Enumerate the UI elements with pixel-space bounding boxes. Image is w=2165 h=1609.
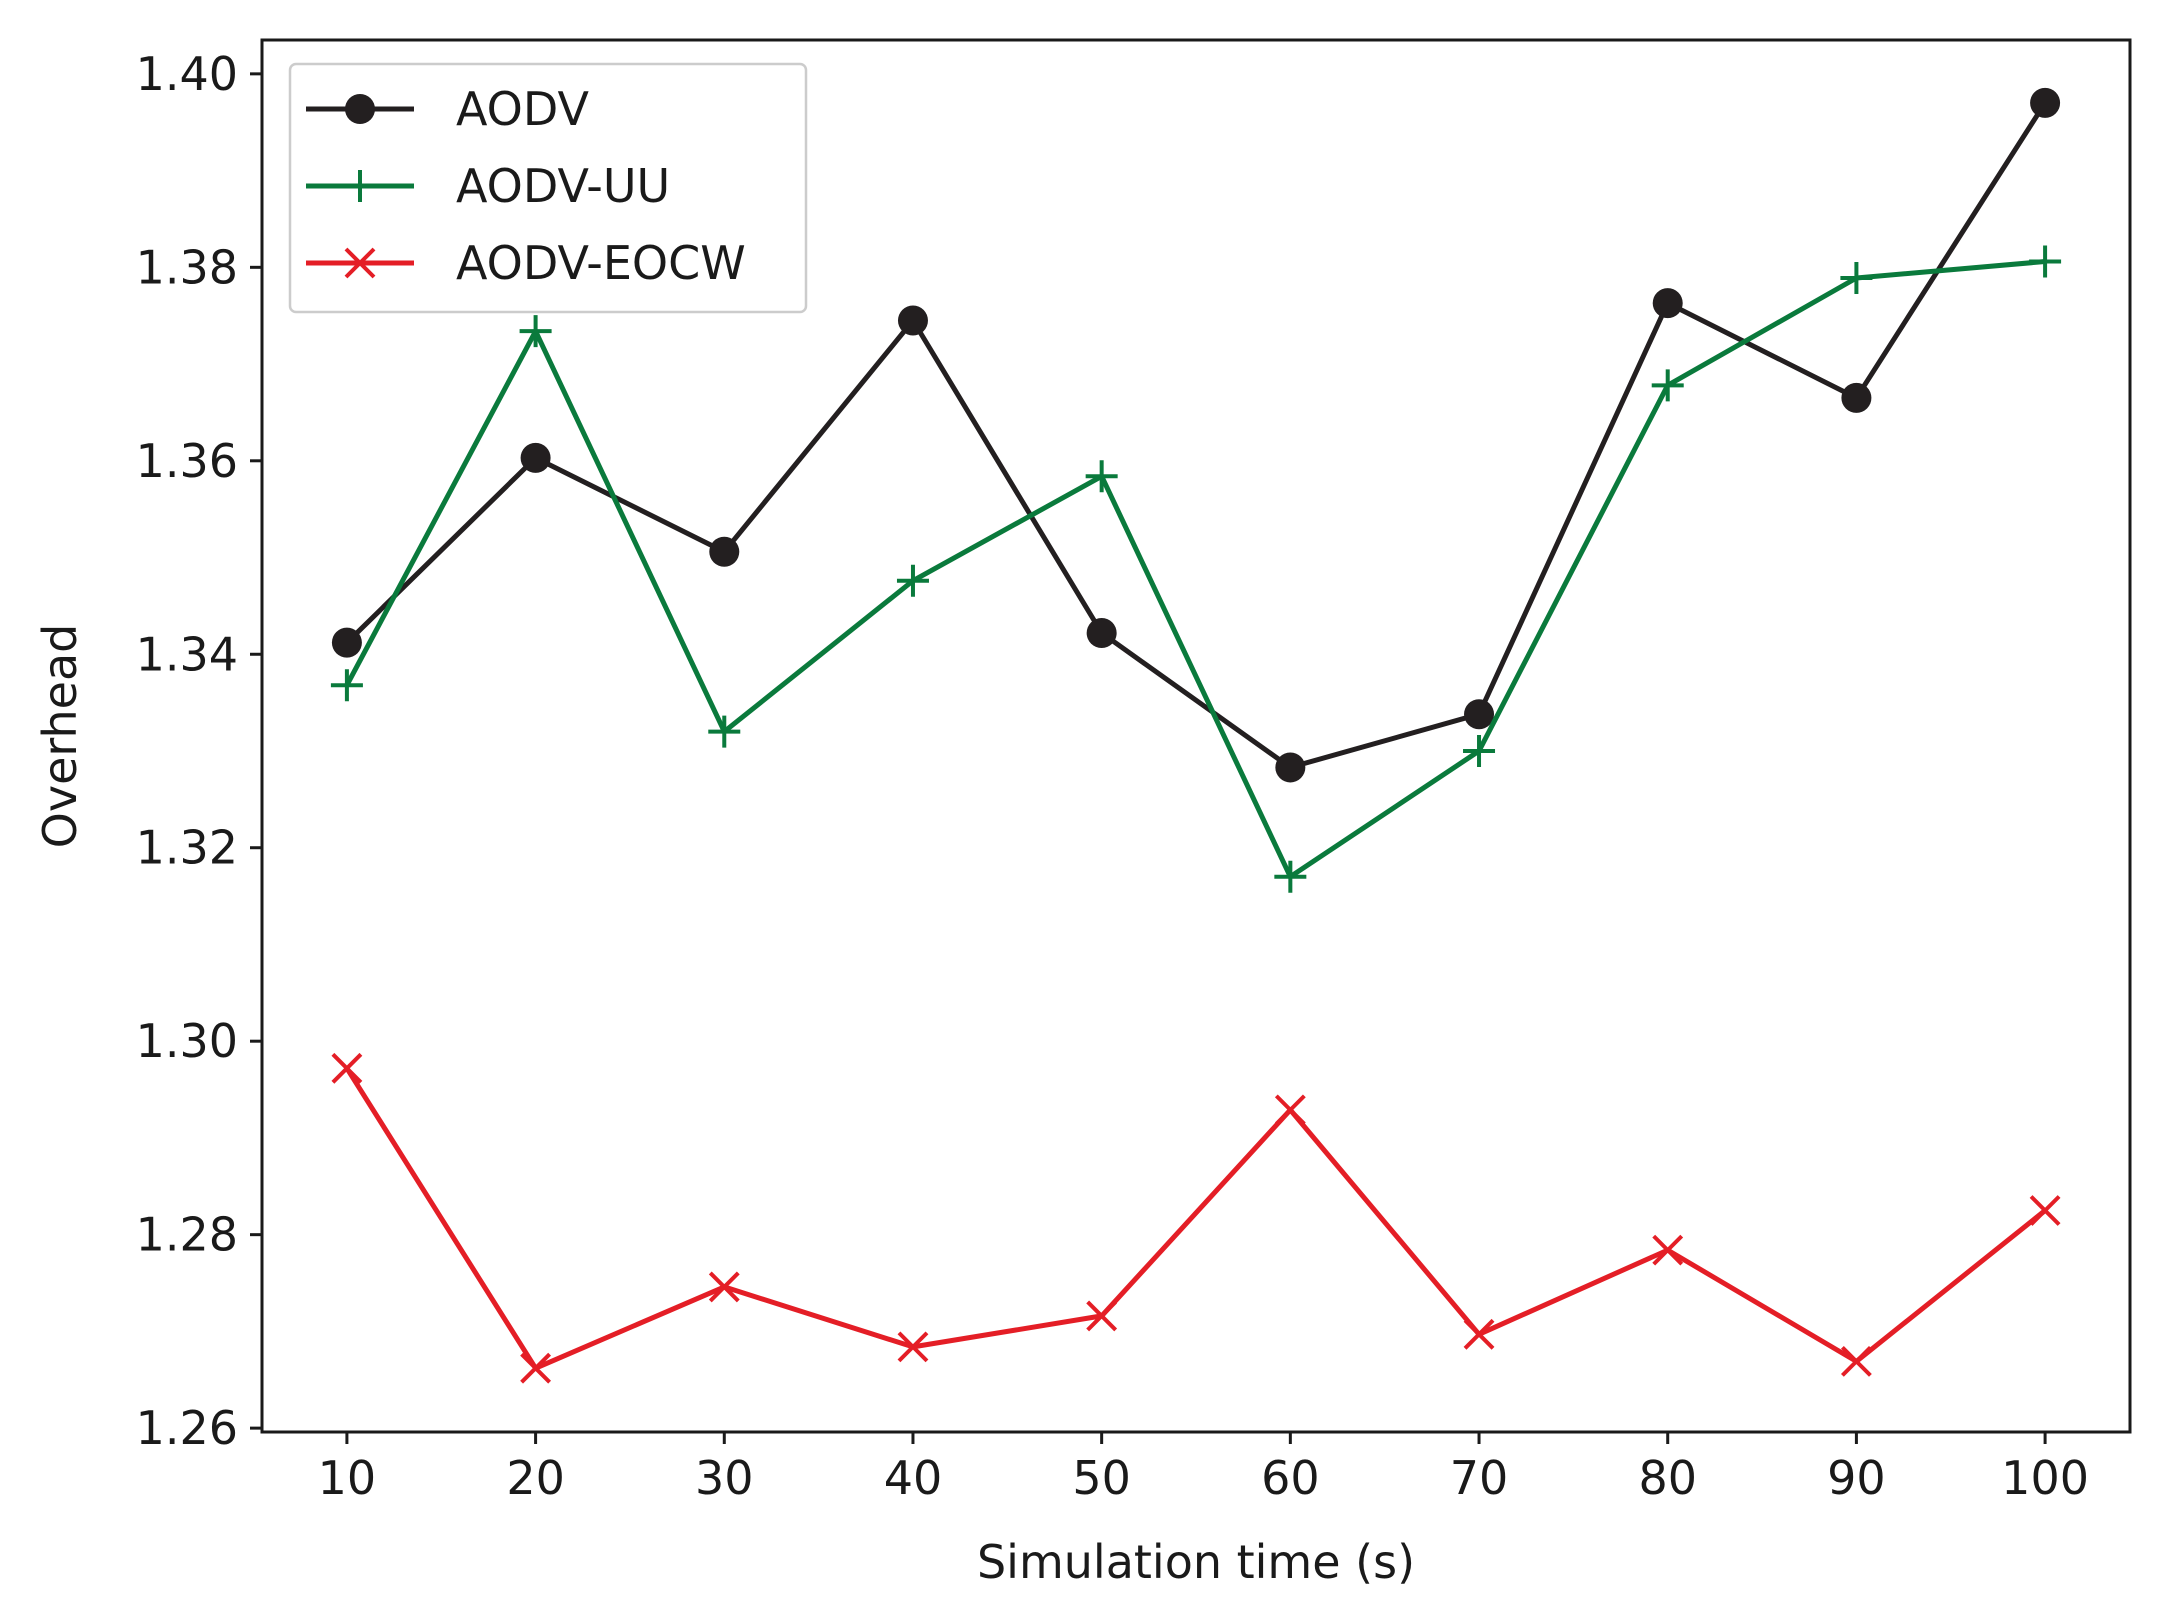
- x-tick-label: 50: [1072, 1451, 1131, 1505]
- y-tick-label: 1.26: [136, 1401, 238, 1455]
- data-point-aodv-eocw: [1840, 1345, 1872, 1377]
- data-point-aodv-uu: [330, 669, 363, 702]
- data-point-aodv-uu: [1085, 460, 1118, 493]
- legend: AODV AODV-UU AODV-EOCW: [288, 62, 808, 314]
- series-line-aodv: [345, 101, 2048, 770]
- data-point-aodv-uu: [519, 315, 552, 348]
- legend-label: AODV-EOCW: [456, 236, 746, 290]
- series-aodv: [331, 87, 2061, 783]
- x-tick-label: 100: [2001, 1451, 2089, 1505]
- series-aodv-eocw: [331, 1052, 2061, 1384]
- data-point-aodv-uu: [1840, 261, 1873, 294]
- x-tick-label: 70: [1450, 1451, 1509, 1505]
- y-tick-label: 1.36: [136, 434, 238, 488]
- series-line-aodv-uu: [344, 259, 2046, 880]
- data-point-aodv-eocw: [1086, 1300, 1118, 1332]
- data-point-aodv: [897, 305, 928, 336]
- data-point-aodv: [1086, 617, 1117, 648]
- data-point-aodv: [1464, 699, 1495, 730]
- data-point-aodv-uu: [2029, 245, 2062, 278]
- y-tick-label: 1.40: [136, 47, 238, 101]
- legend-entries: AODV AODV-UU AODV-EOCW: [306, 82, 746, 290]
- series-layer: [330, 87, 2062, 1384]
- data-point-aodv-eocw: [897, 1331, 929, 1363]
- data-point-aodv-eocw: [708, 1271, 740, 1303]
- legend-item-aodv-eocw: AODV-EOCW: [306, 236, 746, 290]
- x-tick-label: 40: [884, 1451, 943, 1505]
- legend-item-aodv-uu: AODV-UU: [306, 159, 670, 213]
- series-line-aodv-eocw: [344, 1066, 2047, 1371]
- series-aodv-uu: [330, 245, 2062, 893]
- legend-item-aodv: AODV: [306, 82, 589, 136]
- legend-marker: [344, 247, 376, 279]
- y-tick-label: 1.38: [136, 240, 238, 294]
- legend-marker: [345, 94, 375, 124]
- legend-marker: [344, 170, 376, 202]
- x-tick-label: 10: [318, 1451, 377, 1505]
- data-point-aodv-eocw: [520, 1352, 552, 1384]
- x-axis-ticks: 10 20 30 40 50 60 70 80 90 100: [318, 1432, 2089, 1505]
- y-tick-label: 1.30: [136, 1014, 238, 1068]
- data-point-aodv: [1652, 288, 1683, 319]
- data-point-aodv: [520, 442, 551, 473]
- x-tick-label: 60: [1261, 1451, 1320, 1505]
- data-point-aodv: [331, 627, 362, 658]
- plot-area-frame: [260, 38, 2132, 1434]
- data-point-aodv-uu: [1463, 734, 1496, 767]
- data-point-aodv-uu: [1651, 369, 1684, 402]
- x-tick-label: 30: [695, 1451, 754, 1505]
- y-tick-label: 1.34: [136, 627, 238, 681]
- data-point-aodv-eocw: [2029, 1195, 2061, 1226]
- data-point-aodv-uu: [708, 715, 741, 748]
- y-axis-ticks: 1.26 1.28 1.30 1.32 1.34 1.36 1.38 1.40: [136, 47, 262, 1455]
- x-tick-label: 20: [506, 1451, 565, 1505]
- x-axis-label: Simulation time (s): [977, 1535, 1415, 1589]
- legend-box: [288, 62, 808, 314]
- y-tick-label: 1.28: [136, 1208, 238, 1262]
- legend-label: AODV: [456, 82, 589, 136]
- data-point-aodv: [1275, 752, 1306, 783]
- data-point-aodv: [2030, 87, 2061, 118]
- data-point-aodv-eocw: [331, 1052, 363, 1084]
- data-point-aodv-eocw: [1274, 1094, 1306, 1126]
- y-axis-label: Overhead: [33, 624, 87, 849]
- data-point-aodv-uu: [1274, 860, 1307, 893]
- data-point-aodv-uu: [896, 564, 929, 597]
- x-tick-label: 90: [1827, 1451, 1886, 1505]
- data-point-aodv-eocw: [1652, 1234, 1684, 1266]
- data-point-aodv: [709, 536, 740, 567]
- legend-label: AODV-UU: [456, 159, 670, 213]
- data-point-aodv: [1841, 382, 1872, 413]
- y-tick-label: 1.32: [136, 821, 238, 875]
- x-tick-label: 80: [1638, 1451, 1697, 1505]
- data-point-aodv-eocw: [1463, 1318, 1495, 1350]
